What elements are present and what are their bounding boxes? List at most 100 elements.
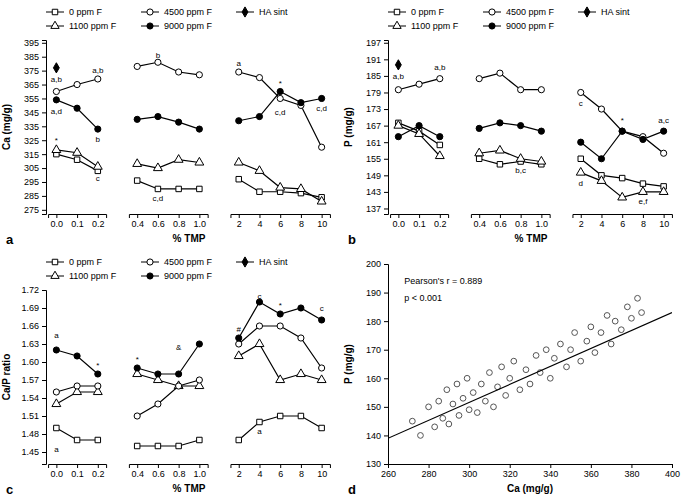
- marker: [74, 105, 80, 111]
- point: [460, 395, 466, 401]
- series-line: [581, 92, 664, 153]
- marker: [497, 120, 503, 126]
- x-axis-tick: 400: [665, 464, 680, 479]
- x-axis-tick-label: 10: [659, 219, 669, 229]
- x-axis-tick-mark: [158, 464, 159, 468]
- y-axis-tick: 149: [366, 171, 388, 181]
- x-axis-tick-label: 400: [665, 469, 680, 479]
- point: [426, 404, 432, 410]
- y-axis-tick: 375: [24, 66, 46, 76]
- y-axis: 130140150160170180190200: [366, 259, 389, 469]
- x-axis-tick-mark: [550, 464, 551, 468]
- panel: 0.00.10.20.40.60.81.02468102752852953053…: [1, 7, 330, 247]
- series-line: [137, 380, 199, 416]
- x-axis-tick-label: 0.1: [71, 469, 84, 479]
- y-axis-tick-label: 140: [366, 431, 381, 441]
- legend-entry: 9000 ppm F: [483, 21, 555, 31]
- marker: [619, 175, 624, 180]
- x-axis-tick-mark: [239, 464, 240, 468]
- y-axis-tick-label: 285: [24, 191, 39, 201]
- y-axis-tick: 190: [366, 288, 388, 298]
- legend-marker: [147, 23, 153, 29]
- marker: [95, 383, 101, 389]
- series-line: [239, 72, 322, 147]
- x-axis-tick-mark: [510, 464, 511, 468]
- y-axis-tick: 275: [24, 205, 46, 215]
- y-axis-tick-label: 180: [366, 317, 381, 327]
- x-axis-tick-mark: [601, 214, 602, 218]
- x-axis-title: Ca (mg/g): [507, 483, 553, 494]
- legend-marker: [147, 273, 153, 279]
- y-axis-tick-mark: [384, 407, 388, 408]
- x-axis-tick: 0.2: [92, 214, 105, 229]
- y-axis-tick-label: 295: [24, 177, 39, 187]
- marker: [319, 365, 325, 371]
- point: [568, 347, 574, 353]
- marker: [661, 128, 667, 134]
- marker: [497, 70, 503, 76]
- y-axis-tick-label: 325: [24, 136, 39, 146]
- y-axis-tick-label: 150: [366, 402, 381, 412]
- x-axis-tick-label: 0.2: [92, 219, 105, 229]
- x-axis: 0.00.10.2: [49, 464, 107, 479]
- x-axis-tick-label: 0.8: [173, 469, 186, 479]
- y-axis-tick-mark: [42, 98, 46, 99]
- marker: [476, 76, 482, 82]
- y-axis-tick-label: 173: [366, 104, 381, 114]
- point: [499, 364, 505, 370]
- x-axis-tick: 8: [299, 214, 304, 229]
- x-axis: 0.40.60.81.0: [129, 214, 208, 229]
- x-axis-tick: 0.8: [515, 214, 528, 229]
- y-axis-tick-mark: [42, 154, 46, 155]
- series-line: [479, 150, 541, 161]
- marker: [134, 365, 140, 371]
- legend-marker: [51, 21, 59, 28]
- y-axis-tick: 335: [24, 122, 46, 132]
- y-axis-tick-mark: [42, 112, 46, 113]
- point: [588, 324, 594, 330]
- x-axis-tick: 2: [237, 464, 242, 479]
- y-axis-tick: 305: [24, 163, 46, 173]
- marker: [537, 156, 546, 164]
- y-axis-tick: 1.51: [21, 411, 46, 421]
- marker: [394, 121, 403, 129]
- y-axis-tick-mark: [384, 435, 388, 436]
- legend: 0 ppm F1100 ppm F4500 ppm F9000 ppm FHA …: [46, 257, 288, 281]
- legend-label: 0 ppm F: [69, 257, 103, 267]
- legend-entry: 0 ppm F: [46, 7, 103, 17]
- series-line: [239, 162, 322, 201]
- x-axis-line: [129, 465, 208, 469]
- x-axis-tick-mark: [301, 214, 302, 218]
- y-axis-tick: 150: [366, 402, 388, 412]
- legend-label: 1100 ppm F: [411, 21, 459, 31]
- marker: [296, 184, 305, 192]
- marker: [319, 425, 324, 430]
- legend-entry: 1100 ppm F: [46, 271, 117, 281]
- x-axis-tick-mark: [631, 464, 632, 468]
- marker: [598, 106, 604, 112]
- marker: [236, 437, 241, 442]
- x-axis-tick-label: 320: [503, 469, 518, 479]
- x-axis-tick-mark: [622, 214, 623, 218]
- x-axis-tick-mark: [664, 214, 665, 218]
- marker: [435, 151, 444, 159]
- marker: [74, 437, 79, 442]
- y-axis-tick-mark: [42, 140, 46, 141]
- point: [598, 330, 604, 336]
- y-axis-tick: 1.48: [21, 429, 46, 439]
- x-axis-tick-mark: [322, 214, 323, 218]
- y-axis-tick: 355: [24, 94, 46, 104]
- legend-marker: [393, 21, 401, 28]
- point: [517, 387, 523, 393]
- marker: [236, 69, 242, 75]
- x-axis-tick-mark: [179, 214, 180, 218]
- annotation: *: [279, 79, 282, 88]
- point: [592, 350, 598, 356]
- marker: [174, 155, 183, 163]
- marker: [257, 419, 262, 424]
- x-axis-tick-label: 10: [317, 219, 327, 229]
- annotation: a,b: [434, 63, 446, 72]
- x-axis-tick-mark: [199, 464, 200, 468]
- marker: [95, 371, 101, 377]
- x-axis-tick-label: 0.1: [413, 219, 426, 229]
